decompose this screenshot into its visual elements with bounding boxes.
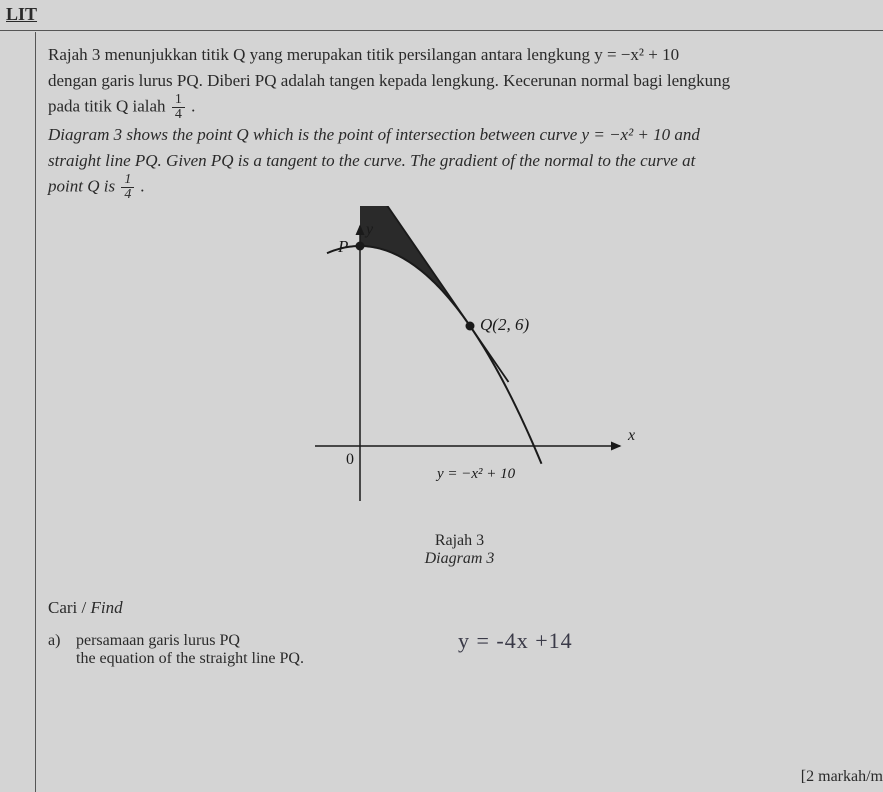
diagram-svg: y x 0 P Q(2, 6) y = −x² + 10 [250,206,670,526]
svg-text:y: y [364,221,374,238]
content-box: Rajah 3 menunjukkan titik Q yang merupak… [35,32,883,792]
marks-label: [2 markah/m [801,768,883,786]
svg-text:y = −x² + 10: y = −x² + 10 [435,466,516,482]
malay-line2: dengan garis lurus PQ. Diberi PQ adalah … [48,68,871,94]
handwritten-answer: y = -4x +14 [458,628,573,654]
svg-text:P: P [337,237,348,256]
header-label: LIT [0,4,37,25]
problem-text: Rajah 3 menunjukkan titik Q yang merupak… [48,42,871,202]
find-section: Cari / Find [48,598,871,618]
caption-malay: Rajah 3 [48,532,871,550]
diagram-area: y x 0 P Q(2, 6) y = −x² + 10 [48,206,871,526]
svg-text:x: x [627,427,635,444]
find-label-it: Find [91,598,123,617]
english-line3: point Q is 14 . [48,173,871,202]
part-a: a) persamaan garis lurus PQ the equation… [48,632,871,668]
malay-line3: pada titik Q ialah 14 . [48,93,871,122]
english-line2: straight line PQ. Given PQ is a tangent … [48,148,871,174]
svg-text:Q(2, 6): Q(2, 6) [480,315,529,334]
english-line1: Diagram 3 shows the point Q which is the… [48,122,871,148]
part-a-label: a) [48,632,76,650]
find-label: Cari / [48,598,91,617]
malay-line1: Rajah 3 menunjukkan titik Q yang merupak… [48,42,871,68]
diagram-caption: Rajah 3 Diagram 3 [48,532,871,568]
caption-english: Diagram 3 [48,550,871,568]
svg-text:0: 0 [346,451,354,468]
top-rule [0,30,883,31]
